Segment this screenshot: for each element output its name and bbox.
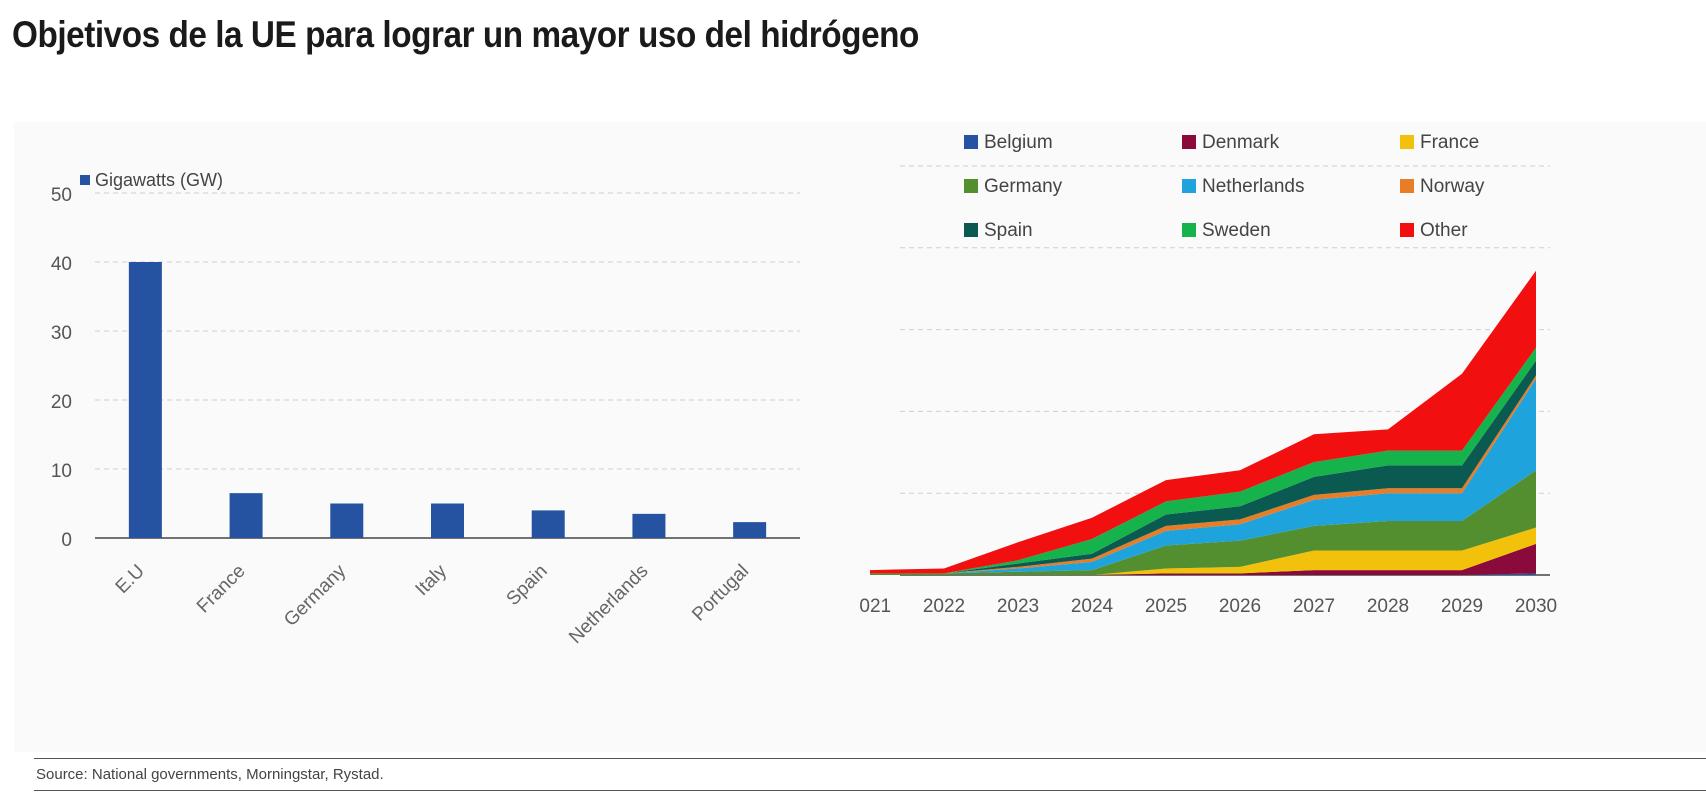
bar-x-tick-label: Italy — [412, 560, 452, 600]
bar-y-tick-label: 40 — [51, 254, 72, 275]
bar-germany — [330, 503, 364, 538]
legend-label-norway: Norway — [1420, 176, 1485, 197]
area-x-tick-label: 2028 — [1367, 596, 1409, 617]
bar-y-tick-label: 10 — [51, 461, 72, 482]
bar-x-tick-label: Spain — [503, 561, 552, 610]
area-x-tick-label: 2023 — [997, 596, 1039, 617]
area-series-germany — [870, 470, 1536, 575]
legend-label-other: Other — [1420, 220, 1468, 241]
stacked-area-chart: 0510152025 20212022202320242025202620272… — [860, 132, 1557, 617]
legend-swatch-other — [1400, 223, 1414, 237]
area-series-sweden — [870, 347, 1536, 574]
legend-swatch-sweden — [1182, 223, 1196, 237]
area-series-other — [870, 270, 1536, 574]
area-x-tick-label: 2026 — [1219, 596, 1261, 617]
legend-label-germany: Germany — [984, 176, 1063, 197]
legend-swatch-germany — [964, 179, 978, 193]
legend-label-france: France — [1420, 132, 1479, 153]
legend-swatch-netherlands — [1182, 179, 1196, 193]
bar-spain — [531, 510, 565, 538]
area-x-tick-label: 2021 — [860, 596, 891, 617]
area-x-tick-label: 2027 — [1293, 596, 1335, 617]
bar-y-tick-label: 30 — [51, 323, 72, 344]
bar-x-tick-label: Portugal — [688, 561, 753, 626]
legend-label-sweden: Sweden — [1202, 220, 1271, 241]
area-series-belgium — [870, 573, 1536, 575]
legend-label-netherlands: Netherlands — [1202, 176, 1304, 197]
bar-x-tick-label: Germany — [280, 560, 350, 630]
bar-netherlands — [632, 513, 666, 538]
bar-italy — [431, 503, 464, 538]
bar-france — [229, 493, 263, 538]
area-x-tick-label: 2030 — [1515, 596, 1557, 617]
area-x-tick-label: 2022 — [923, 596, 965, 617]
bar-y-tick-label: 50 — [51, 185, 72, 206]
area-series-netherlands — [870, 378, 1536, 574]
bar-chart: 0 10 20 30 40 50 E.U France Germany Italy Spain Ne… — [51, 170, 800, 648]
legend-swatch-norway — [1400, 179, 1414, 193]
area-series-france — [870, 527, 1536, 575]
source-rule-top — [34, 758, 1706, 759]
legend-label-belgium: Belgium — [984, 132, 1053, 153]
legend-label-denmark: Denmark — [1202, 132, 1280, 153]
bar-portugal — [733, 522, 767, 538]
bar-y-tick-label: 20 — [51, 392, 72, 413]
bar-y-tick-label: 0 — [61, 530, 72, 551]
legend-swatch-france — [1400, 135, 1414, 149]
area-x-tick-label: 2024 — [1071, 596, 1114, 617]
bar-legend-label: Gigawatts (GW) — [95, 170, 223, 190]
bar-x-tick-label: France — [193, 561, 250, 618]
area-series-denmark — [870, 543, 1536, 575]
source-rule-bottom — [34, 790, 1706, 791]
area-x-tick-label: 2029 — [1441, 596, 1483, 617]
source-note: Source: National governments, Morningsta… — [36, 766, 384, 783]
bar-legend-swatch — [80, 175, 90, 185]
bar-e-u — [128, 262, 162, 538]
page-title: Objetivos de la UE para lograr un mayor … — [12, 14, 919, 55]
area-series-spain — [870, 360, 1536, 574]
bar-x-tick-label: Netherlands — [565, 561, 652, 648]
area-x-tick-label: 2025 — [1145, 596, 1187, 617]
legend-swatch-spain — [964, 223, 978, 237]
legend-label-spain: Spain — [984, 220, 1033, 241]
legend-swatch-belgium — [964, 135, 978, 149]
bar-x-tick-label: E.U — [112, 561, 149, 598]
legend-swatch-denmark — [1182, 135, 1196, 149]
